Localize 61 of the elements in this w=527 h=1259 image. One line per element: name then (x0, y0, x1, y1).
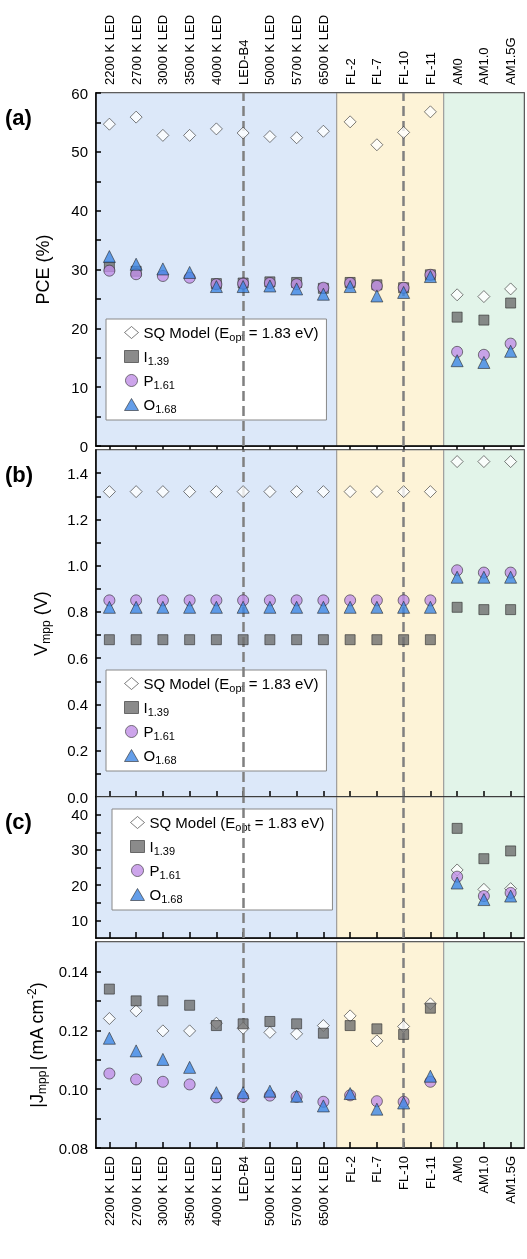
y-tick-label: 50 (71, 143, 88, 161)
x-tick-label: AM1.5G (503, 1156, 519, 1204)
y-tick-label: 60 (71, 84, 88, 102)
y-tick-label: 1.2 (67, 510, 88, 528)
x-tick-label: AM1.0 (476, 47, 492, 85)
x-tick-label: 3500 K LED (182, 14, 198, 85)
x-tick-label: 5700 K LED (289, 14, 305, 85)
text: (c) (5, 808, 32, 834)
x-tick-label: FL-10 (396, 51, 412, 85)
y-tick-label: 1.4 (67, 464, 88, 482)
x-tick-label: 6500 K LED (315, 1156, 331, 1227)
y-tick-label: 20 (71, 319, 88, 337)
x-tick-label: 5000 K LED (262, 14, 278, 85)
y-tick-label: 0.14 (58, 962, 88, 980)
x-tick-label: AM1.0 (476, 1156, 492, 1194)
x-tick-label: FL-10 (396, 1156, 412, 1190)
x-tick-label: AM1.5G (503, 37, 519, 85)
y-tick-label: 10 (71, 911, 88, 929)
y-tick-label: 0.6 (67, 649, 88, 667)
y-tick-label: 0.8 (67, 603, 88, 621)
y-tick-label: 1.0 (67, 557, 88, 575)
y-axis-title: PCE (%) (33, 234, 53, 305)
y-tick-label: 30 (71, 841, 88, 859)
y-tick-label: 0 (79, 437, 88, 455)
x-tick-label: AM0 (449, 58, 465, 85)
y-axis-title: |Jmpp| (mA cm-2) (24, 982, 49, 1108)
y-tick-label: 0.10 (58, 1080, 88, 1098)
x-tick-label: 2700 K LED (128, 14, 144, 85)
y-tick-label: 40 (71, 806, 88, 824)
x-tick-label: FL-11 (422, 1156, 438, 1189)
x-tick-label: FL-2 (342, 1156, 358, 1183)
y-tick-label: 30 (71, 261, 88, 278)
x-tick-label: 3000 K LED (155, 1156, 171, 1227)
y-tick-label: 0.0 (67, 788, 88, 806)
y-axis-title: Vmpp (V) (31, 591, 53, 656)
y-tick-label: 0.08 (58, 1139, 88, 1157)
x-tick-label: FL-7 (369, 1156, 385, 1183)
x-tick-label: 3000 K LED (155, 14, 171, 85)
y-tick-label: 40 (71, 202, 88, 220)
text: (b) (5, 461, 34, 487)
x-tick-label: 2200 K LED (101, 1156, 117, 1227)
x-tick-label: 5000 K LED (262, 1156, 278, 1227)
y-tick-label: 0.2 (67, 742, 88, 760)
x-tick-label: 4000 K LED (208, 14, 224, 85)
x-tick-label: 2700 K LED (128, 1156, 144, 1227)
x-tick-label: FL-11 (422, 52, 438, 85)
x-tick-label: FL-7 (369, 58, 385, 85)
y-tick-label: 20 (71, 876, 88, 894)
x-tick-label: FL-2 (342, 58, 358, 85)
x-tick-label: 5700 K LED (289, 1156, 305, 1227)
x-tick-label: LED-B4 (235, 39, 251, 85)
x-tick-label: 4000 K LED (208, 1156, 224, 1227)
y-tick-label: 0.4 (67, 695, 88, 713)
x-tick-label: LED-B4 (235, 1156, 251, 1202)
y-tick-label: 0.12 (58, 1021, 88, 1039)
x-tick-label: AM0 (449, 1156, 465, 1183)
x-tick-label: 2200 K LED (101, 14, 117, 85)
x-tick-label: 6500 K LED (315, 14, 331, 85)
x-tick-label: 3500 K LED (182, 1156, 198, 1227)
text: (a) (5, 104, 32, 130)
y-tick-label: 10 (71, 378, 88, 396)
